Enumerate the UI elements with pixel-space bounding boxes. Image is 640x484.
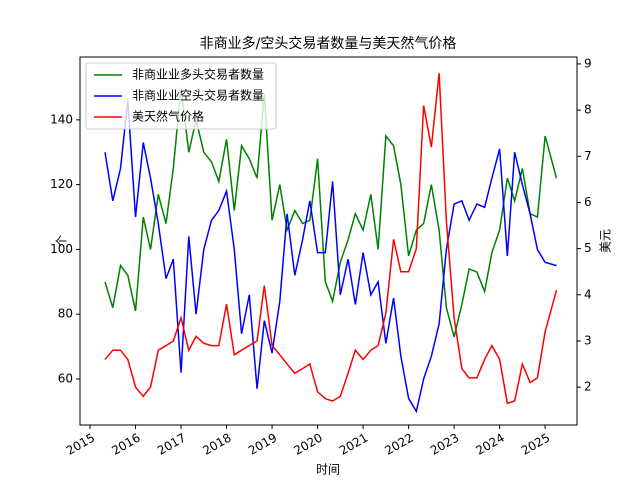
chart-title: 非商业多/空头交易者数量与美天然气价格 — [200, 35, 457, 52]
x-tick-label: 2018 — [200, 431, 233, 458]
data-line — [104, 73, 558, 405]
y2-tick-label: 7 — [584, 149, 592, 163]
y2-tick-label: 4 — [584, 287, 592, 301]
x-tick-label: 2019 — [246, 431, 279, 458]
y-tick-label: 80 — [58, 307, 73, 321]
x-tick-label: 2017 — [155, 431, 188, 458]
plot-frame — [79, 56, 578, 426]
y-tick-label: 120 — [50, 177, 73, 191]
legend-box — [85, 62, 277, 130]
x-tick-label: 2020 — [291, 431, 324, 458]
y-tick-label: 100 — [50, 242, 73, 256]
y-tick-label: 60 — [58, 372, 73, 386]
x-tick-label: 2015 — [64, 431, 97, 458]
legend-label: 非商业业空头交易者数量 — [132, 88, 264, 103]
x-tick-label: 2021 — [337, 431, 370, 458]
y2-tick-label: 3 — [584, 333, 592, 347]
x-axis-label: 时间 — [316, 463, 340, 477]
y2-tick-label: 5 — [584, 241, 592, 255]
legend-label: 美天然气价格 — [132, 109, 204, 124]
x-tick-label: 2022 — [382, 431, 415, 458]
y2-tick-label: 2 — [584, 380, 592, 394]
legend-label: 非商业业多头交易者数量 — [132, 67, 264, 82]
x-tick-label: 2016 — [109, 431, 142, 458]
y2-tick-label: 8 — [584, 103, 592, 117]
y-axis-label: 个 — [55, 235, 69, 247]
x-tick-label: 2023 — [428, 431, 461, 458]
y2-tick-label: 6 — [584, 195, 592, 209]
x-tick-label: 2024 — [473, 431, 506, 458]
y-tick-label: 140 — [50, 112, 73, 126]
data-line — [104, 100, 557, 414]
y2-axis-label: 美元 — [599, 229, 613, 253]
x-tick-label: 2025 — [519, 431, 552, 458]
y2-tick-label: 9 — [584, 56, 592, 70]
